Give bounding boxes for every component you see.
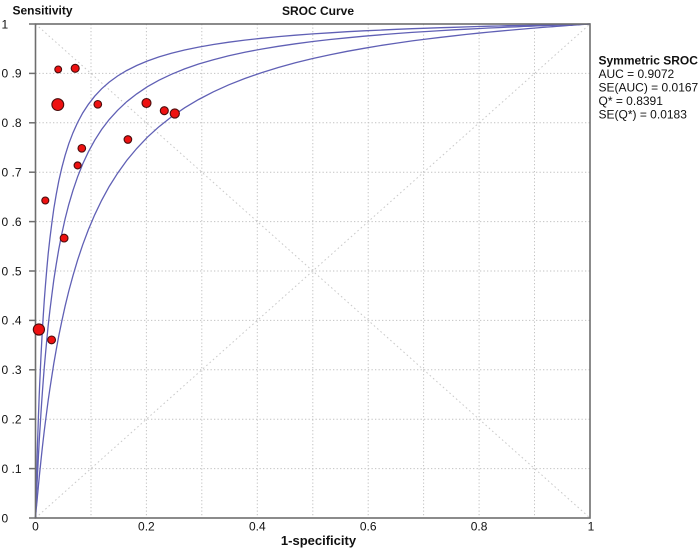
svg-text:Sensitivity: Sensitivity: [13, 4, 73, 18]
svg-text:0 .9: 0 .9: [2, 67, 22, 81]
svg-text:0 .3: 0 .3: [2, 363, 22, 377]
svg-text:0 .5: 0 .5: [2, 264, 22, 278]
svg-text:1: 1: [588, 520, 595, 534]
svg-text:0 .6: 0 .6: [2, 215, 22, 229]
svg-text:0.8: 0.8: [471, 520, 488, 534]
svg-text:0: 0: [2, 511, 9, 525]
svg-text:SROC Curve: SROC Curve: [282, 4, 354, 18]
svg-text:0.2: 0.2: [138, 520, 155, 534]
svg-text:0 .7: 0 .7: [2, 166, 22, 180]
svg-text:1-specificity: 1-specificity: [281, 533, 357, 548]
svg-text:0 .8: 0 .8: [2, 116, 22, 130]
svg-text:0.6: 0.6: [360, 520, 377, 534]
svg-text:0 .1: 0 .1: [2, 462, 22, 476]
svg-text:SE(AUC) = 0.0167: SE(AUC) = 0.0167: [599, 81, 699, 95]
svg-text:1: 1: [2, 17, 9, 31]
svg-text:Q* = 0.8391: Q* = 0.8391: [599, 94, 664, 108]
svg-text:0 .2: 0 .2: [2, 413, 22, 427]
svg-text:Symmetric SROC: Symmetric SROC: [599, 54, 699, 68]
svg-text:0 .4: 0 .4: [2, 314, 22, 328]
svg-text:AUC = 0.9072: AUC = 0.9072: [599, 67, 675, 81]
svg-text:SE(Q*) = 0.0183: SE(Q*) = 0.0183: [599, 108, 688, 122]
svg-text:0.4: 0.4: [249, 520, 266, 534]
svg-text:0: 0: [32, 520, 39, 534]
